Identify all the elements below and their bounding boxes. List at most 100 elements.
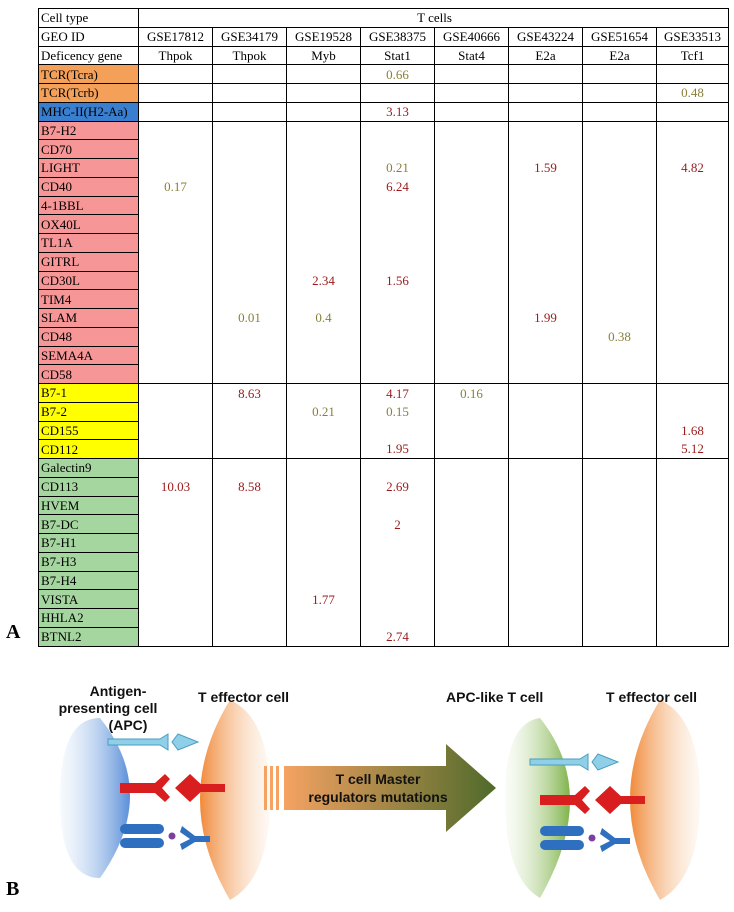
value-cell	[360, 196, 435, 215]
arrow-label-line-1: T cell Master	[336, 771, 421, 787]
value-cell	[582, 196, 657, 215]
value-cell	[212, 139, 287, 159]
panel-b-diagram: T cell Master regulators mutations Antig…	[59, 683, 700, 900]
geo-id-label: GEO ID	[38, 26, 139, 47]
receptor-pair-cyan-right	[529, 753, 620, 771]
receptor-pair-blue-right	[540, 826, 630, 852]
deficiency-gene-cell: Stat4	[434, 45, 509, 66]
geo-id-cell: GSE43224	[508, 26, 583, 47]
deficiency-gene-cell: E2a	[508, 45, 583, 66]
header-row-cell-type: Cell type T cells	[38, 8, 730, 28]
value-cell: 0.21	[286, 402, 361, 421]
gene-name-cell: B7-DC	[38, 514, 139, 534]
ligand-blue-right-lower-icon	[540, 840, 584, 850]
value-cell	[508, 458, 583, 478]
table-row: B7-H2	[38, 121, 730, 141]
table-row: B7-DC 2	[38, 514, 730, 534]
value-cell	[655, 177, 730, 196]
gene-name-cell: CD58	[38, 364, 139, 384]
table-row: HHLA2	[38, 608, 730, 628]
value-cell	[212, 271, 287, 290]
gene-name-cell: CD112	[38, 439, 139, 459]
value-cell	[655, 252, 730, 271]
value-cell: 0.48	[655, 83, 730, 103]
value-cell	[434, 589, 509, 609]
value-cell	[286, 477, 361, 496]
value-cell	[434, 158, 509, 178]
value-cell	[582, 64, 657, 84]
table-row: TIM4	[38, 289, 730, 309]
gene-name-cell: GITRL	[38, 252, 139, 272]
table-row: B7-1 8.63 4.17 0.16	[38, 383, 730, 403]
value-cell: 2.69	[360, 477, 435, 496]
value-cell	[434, 83, 509, 103]
value-cell	[212, 364, 287, 384]
value-cell	[286, 327, 361, 346]
value-cell	[138, 327, 213, 346]
table-row: SLAM 0.01 0.4 1.99	[38, 308, 730, 328]
value-cell	[138, 571, 213, 590]
value-cell	[286, 121, 361, 140]
value-cell	[582, 383, 657, 403]
apc-like-t-cell	[505, 718, 570, 898]
value-cell	[434, 196, 509, 215]
value-cell	[138, 421, 213, 440]
t-effector-left-label: T effector cell	[198, 689, 289, 705]
value-cell	[286, 571, 361, 590]
panel-a-table-container: Cell type T cells GEO ID GSE17812 GSE3417…	[38, 8, 730, 647]
value-cell	[655, 196, 730, 215]
geo-id-cell: GSE38375	[360, 26, 435, 47]
table-row: B7-H3	[38, 552, 730, 572]
value-cell	[434, 214, 509, 234]
value-cell	[582, 289, 657, 309]
gene-name-cell: CD155	[38, 421, 139, 441]
value-cell: 4.82	[655, 158, 730, 178]
value-cell	[138, 552, 213, 571]
value-cell	[138, 514, 213, 534]
table-row: GITRL	[38, 252, 730, 272]
value-cell	[286, 196, 361, 215]
value-cell	[582, 121, 657, 140]
cell-type-label: Cell type	[38, 8, 139, 28]
table-row: CD58	[38, 364, 730, 384]
gene-name-cell: SEMA4A	[38, 346, 139, 366]
value-cell	[582, 439, 657, 459]
receptor-blue-right-icon	[600, 828, 630, 852]
deficiency-gene-cell: Stat1	[360, 45, 435, 66]
value-cell	[655, 383, 730, 403]
value-cell	[138, 402, 213, 421]
header-row-deficiency-gene: Deficency gene Thpok Thpok Myb Stat1 Stat4 E2…	[38, 45, 730, 66]
table-row: MHC-II(H2-Aa) 3.13	[38, 102, 730, 122]
table-row: B7-2 0.21 0.15	[38, 402, 730, 422]
table-row: CD155 1.68	[38, 421, 730, 441]
value-cell	[508, 402, 583, 421]
value-cell	[508, 196, 583, 215]
value-cell	[212, 589, 287, 609]
receptor-red-right-icon	[595, 786, 645, 814]
value-cell	[582, 233, 657, 253]
value-cell	[508, 496, 583, 515]
value-cell	[212, 458, 287, 478]
value-cell	[655, 289, 730, 309]
value-cell	[655, 271, 730, 290]
value-cell	[360, 233, 435, 253]
table-row: TCR(Tcrb) 0.48	[38, 83, 730, 103]
value-cell	[508, 627, 583, 647]
value-cell	[360, 608, 435, 628]
apc-like-t-cell-label: APC-like T cell	[446, 689, 543, 705]
value-cell	[434, 533, 509, 553]
value-cell	[360, 83, 435, 103]
value-cell	[138, 627, 213, 647]
arrow-tick-1	[264, 766, 267, 810]
value-cell	[434, 552, 509, 571]
value-cell	[434, 102, 509, 122]
gene-name-cell: TCR(Tcra)	[38, 64, 139, 84]
geo-id-cell: GSE40666	[434, 26, 509, 47]
value-cell	[360, 139, 435, 159]
value-cell: 0.16	[434, 383, 509, 403]
value-cell: 8.63	[212, 383, 287, 403]
value-cell: 1.59	[508, 158, 583, 178]
geo-id-cell: GSE17812	[138, 26, 213, 47]
value-cell	[138, 64, 213, 84]
apc-label-line-3: (APC)	[109, 717, 148, 733]
